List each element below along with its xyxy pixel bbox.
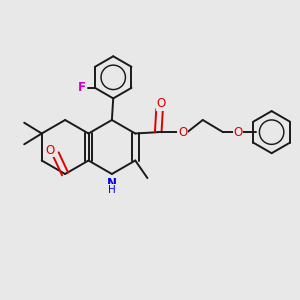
Text: O: O [156,97,166,110]
Text: N: N [107,177,117,190]
Text: O: O [46,144,55,157]
Text: H: H [108,185,116,195]
Text: F: F [78,81,86,94]
Text: O: O [178,126,187,139]
Text: O: O [233,126,242,139]
